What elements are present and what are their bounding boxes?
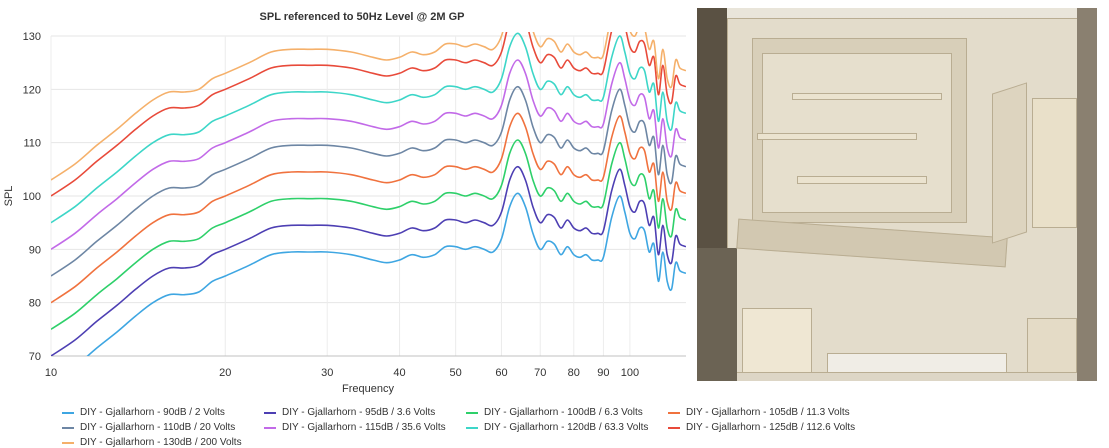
x-tick-label: 50 <box>450 367 462 379</box>
legend-label: DIY - Gjallarhorn - 90dB / 2 Volts <box>80 407 225 418</box>
series-line-2 <box>51 139 686 330</box>
chart-container: SPL referenced to 50Hz Level @ 2M GP 70 8… <box>3 11 855 448</box>
x-tick-label: 80 <box>568 367 580 379</box>
series-line-3 <box>51 112 686 304</box>
legend-label: DIY - Gjallarhorn - 110dB / 20 Volts <box>80 422 236 433</box>
legend-label: DIY - Gjallarhorn - 130dB / 200 Volts <box>80 437 242 448</box>
legend-label: DIY - Gjallarhorn - 115dB / 35.6 Volts <box>282 422 446 433</box>
x-tick-label: 10 <box>45 367 57 379</box>
legend-item-7[interactable]: DIY - Gjallarhorn - 125dB / 112.6 Volts <box>668 422 855 433</box>
legend-label: DIY - Gjallarhorn - 105dB / 11.3 Volts <box>686 407 850 418</box>
series-line-1 <box>51 165 686 356</box>
legend-swatch <box>62 411 74 414</box>
series-line-0 <box>86 192 686 356</box>
legend-swatch <box>466 426 478 429</box>
y-axis-label: SPL <box>3 186 15 207</box>
series-line-5 <box>51 59 686 250</box>
legend-label: DIY - Gjallarhorn - 100dB / 6.3 Volts <box>484 407 643 418</box>
y-tick-label: 80 <box>29 298 41 310</box>
legend-swatch <box>62 426 74 429</box>
series-line-8 <box>51 32 686 181</box>
series-line-7 <box>51 32 686 197</box>
legend-item-5[interactable]: DIY - Gjallarhorn - 115dB / 35.6 Volts <box>264 422 446 433</box>
y-tick-label: 90 <box>29 244 41 256</box>
series-line-6 <box>51 32 686 224</box>
series-line-4 <box>51 85 686 277</box>
x-tick-label: 70 <box>534 367 546 379</box>
x-tick-label: 30 <box>321 367 333 379</box>
x-tick-label: 100 <box>621 367 639 379</box>
legend-swatch <box>264 426 276 429</box>
y-tick-label: 130 <box>23 31 41 43</box>
x-tick-label: 40 <box>393 367 405 379</box>
legend-label: DIY - Gjallarhorn - 95dB / 3.6 Volts <box>282 407 436 418</box>
y-tick-label: 100 <box>23 191 41 203</box>
legend-swatch <box>264 411 276 414</box>
y-tick-label: 70 <box>29 351 41 363</box>
y-tick-label: 120 <box>23 84 41 96</box>
legend-item-4[interactable]: DIY - Gjallarhorn - 110dB / 20 Volts <box>62 422 235 433</box>
legend-item-2[interactable]: DIY - Gjallarhorn - 100dB / 6.3 Volts <box>466 407 643 418</box>
legend-swatch <box>668 426 680 429</box>
legend-swatch <box>466 411 478 414</box>
y-tick-label: 110 <box>23 138 41 150</box>
chart-title: SPL referenced to 50Hz Level @ 2M GP <box>260 11 465 23</box>
x-tick-label: 20 <box>219 367 231 379</box>
spl-line-chart: SPL referenced to 50Hz Level @ 2M GP 70 8… <box>3 11 686 395</box>
legend-item-8[interactable]: DIY - Gjallarhorn - 130dB / 200 Volts <box>62 437 242 448</box>
legend-item-6[interactable]: DIY - Gjallarhorn - 120dB / 63.3 Volts <box>466 422 648 433</box>
x-tick-label: 60 <box>495 367 507 379</box>
legend-label: DIY - Gjallarhorn - 120dB / 63.3 Volts <box>484 422 649 433</box>
legend-item-0[interactable]: DIY - Gjallarhorn - 90dB / 2 Volts <box>62 407 225 418</box>
speaker-cabinet-photo <box>697 8 1097 381</box>
x-axis-label: Frequency <box>342 383 394 395</box>
legend-label: DIY - Gjallarhorn - 125dB / 112.6 Volts <box>686 422 856 433</box>
x-tick-label: 90 <box>597 367 609 379</box>
legend-item-3[interactable]: DIY - Gjallarhorn - 105dB / 11.3 Volts <box>668 407 850 418</box>
legend-swatch <box>668 411 680 414</box>
legend-item-1[interactable]: DIY - Gjallarhorn - 95dB / 3.6 Volts <box>264 407 435 418</box>
